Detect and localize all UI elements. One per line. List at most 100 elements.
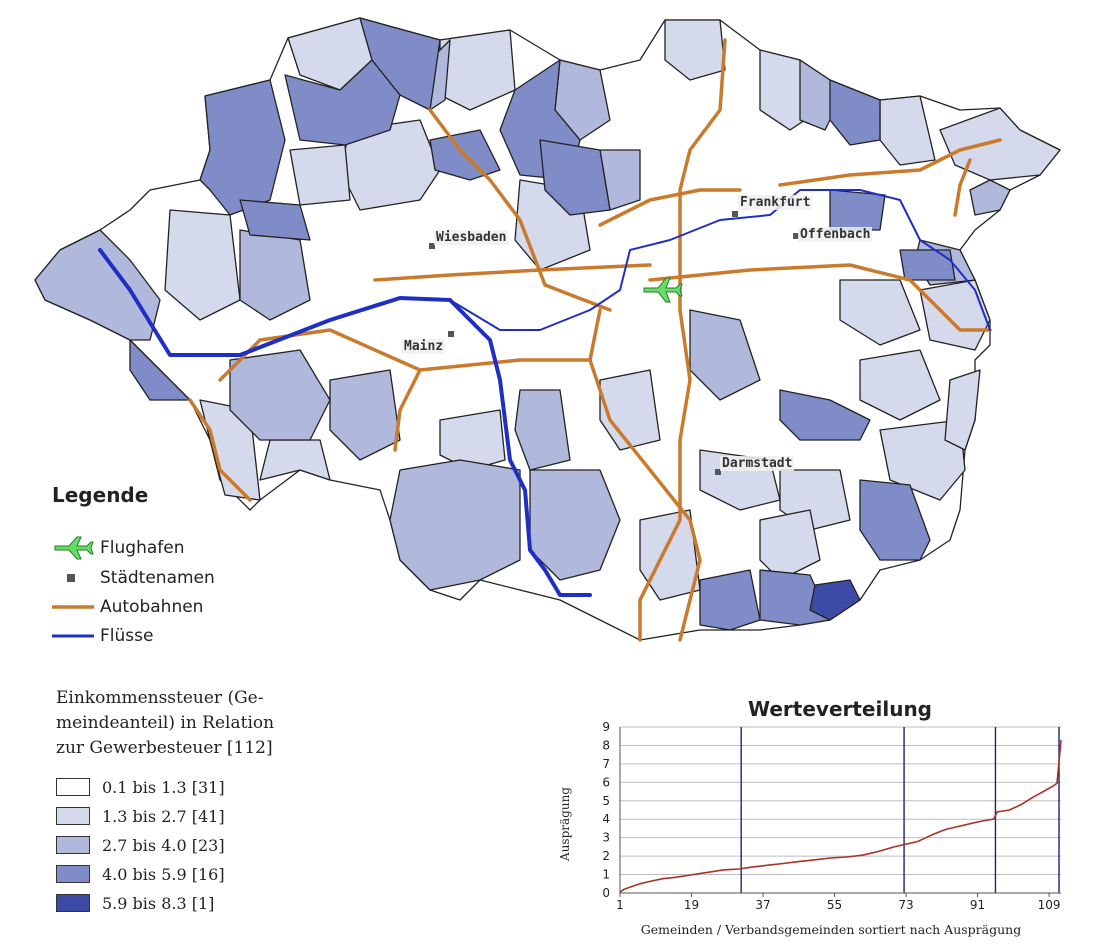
square-marker-icon [67, 574, 75, 582]
legend-label-rivers: Flüsse [100, 626, 154, 646]
chart-title: Werteverteilung [748, 697, 932, 721]
city-marker-wiesbaden [429, 243, 435, 249]
classification-title: Einkommenssteuer (Ge-meindeanteil) in Re… [56, 688, 275, 758]
class-row-2: 1.3 bis 2.7 [41] [56, 805, 225, 827]
legend-item-rivers: Flüsse [52, 623, 153, 649]
city-label-darmstadt: Darmstadt [720, 456, 795, 471]
city-label-frankfurt: Frankfurt [738, 195, 813, 210]
city-label-mainz: Mainz [402, 339, 446, 354]
chart-x-tick-label: 55 [827, 898, 842, 912]
chart-y-tick-label: 5 [602, 794, 610, 808]
region-c2-i [164, 209, 241, 321]
chart-y-tick-label: 3 [602, 831, 610, 845]
legend-label-cities: Städtenamen [100, 568, 215, 588]
chart-x-tick-label: 73 [898, 898, 913, 912]
river-rhine [98, 248, 592, 597]
class-swatch-2 [56, 807, 90, 825]
highway-a66 [373, 263, 652, 282]
highway-a60 [218, 328, 592, 382]
chart-class-breaks [740, 727, 1060, 893]
chart-axes [619, 727, 1061, 894]
region-c2-v [289, 144, 351, 206]
region-c4-i [899, 249, 956, 281]
class-row-1: 0.1 bis 1.3 [31] [56, 776, 225, 798]
region-c3-a [34, 229, 161, 341]
region-c3-j [689, 309, 761, 401]
legend-item-airport: Flughafen [52, 535, 184, 561]
city-marker-darmstadt [715, 469, 721, 475]
region-c4-h [829, 189, 886, 231]
region-c4-k [699, 569, 761, 631]
region-c4-g [829, 79, 881, 146]
chart-x-tick-label: 1 [616, 898, 624, 912]
chart-y-tick-label: 2 [602, 849, 610, 863]
legend-title: Legende [52, 483, 149, 507]
legend-item-cities: Städtenamen [52, 565, 215, 591]
region-c2-m [599, 369, 661, 451]
chart-x-tick-label: 91 [970, 898, 985, 912]
class-swatch-5 [56, 894, 90, 912]
city-label-wiesbaden: Wiesbaden [434, 230, 509, 245]
river-network [98, 189, 991, 597]
class-label-4: 4.0 bis 5.9 [16] [102, 864, 225, 884]
region-c4-j [859, 479, 931, 561]
airplane-icon [54, 536, 94, 560]
region-c5-a [809, 579, 861, 621]
city-marker-offenbach [793, 233, 799, 239]
river-main [449, 189, 991, 331]
city-marker-mainz [448, 331, 454, 337]
highway-a45-loop [953, 158, 972, 217]
class-row-3: 2.7 bis 4.0 [23] [56, 834, 225, 856]
chart-y-tick-label: 1 [602, 868, 610, 882]
legend-item-highways: Autobahnen [52, 594, 203, 620]
legend-label-airport: Flughafen [100, 538, 185, 558]
chart-y-tick-label: 0 [602, 886, 610, 900]
region-c3-f [329, 369, 401, 461]
chart-y-tick-label: 8 [602, 738, 610, 752]
region-c4-f [539, 139, 611, 216]
class-swatch-3 [56, 836, 90, 854]
legend-label-highways: Autobahnen [100, 597, 204, 617]
highway-a5 [638, 38, 727, 642]
class-row-4: 4.0 bis 5.9 [16] [56, 863, 225, 885]
river-line-icon [52, 634, 94, 638]
airport-icon [643, 277, 683, 303]
region-c2-t [759, 509, 821, 581]
highway-a61 [188, 398, 252, 502]
chart-x-axis-label: Gemeinden / Verbandsgemeinden sortiert n… [641, 922, 1021, 937]
chart-x-tick-labels: 1 19 37 55 73 91 109 [616, 893, 1061, 912]
region-c3-e [229, 349, 331, 441]
chart-x-tick-label: 37 [755, 898, 770, 912]
region-c4-a [199, 79, 286, 216]
class-label-3: 2.7 bis 4.0 [23] [102, 835, 225, 855]
region-c3-l [969, 179, 1011, 216]
region-c3-g [389, 459, 521, 591]
highway-a661 [598, 188, 742, 227]
region-c2-w [944, 369, 981, 451]
region-c2-p [859, 349, 941, 421]
city-label-offenbach: Offenbach [798, 227, 873, 242]
class-row-5: 5.9 bis 8.3 [1] [56, 892, 214, 914]
class-label-5: 5.9 bis 8.3 [1] [102, 893, 215, 913]
region-c4-o [239, 199, 311, 241]
highway-network [188, 38, 1002, 642]
chart-y-tick-label: 4 [602, 812, 610, 826]
highway-line-icon [52, 605, 94, 609]
region-c4-b [284, 59, 401, 146]
highway-a63 [393, 368, 422, 452]
highway-a3 [428, 108, 612, 312]
chart-y-tick-labels: 0 1 2 3 4 5 6 7 8 9 [602, 720, 610, 900]
choropleth-map [34, 17, 1061, 642]
city-marker-frankfurt [732, 211, 738, 217]
highway-a45 [778, 138, 1002, 187]
chart-y-axis-label: Ausprägung [558, 787, 572, 862]
region-c2-c [664, 19, 726, 81]
highway-a67 [588, 308, 702, 642]
class-swatch-1 [56, 778, 90, 796]
class-label-2: 1.3 bis 2.7 [41] [102, 806, 225, 826]
region-c2-s [919, 279, 991, 351]
highway-a3-east [648, 263, 992, 332]
chart-y-tick-label: 7 [602, 757, 610, 771]
